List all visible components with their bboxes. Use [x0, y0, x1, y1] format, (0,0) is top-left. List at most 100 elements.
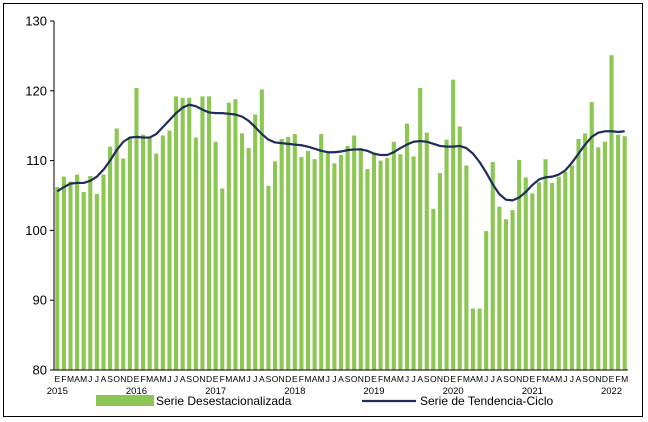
- bar-2015-10: [114, 128, 119, 370]
- x-tick-label-2019-03: M: [384, 374, 391, 384]
- bar-2018-09: [345, 145, 350, 370]
- legend-label-line: Serie de Tendencia-Ciclo: [420, 394, 554, 408]
- bar-2020-02: [457, 126, 462, 371]
- bar-2019-09: [424, 132, 429, 370]
- bar-2016-12: [207, 96, 212, 370]
- x-year-label-2021: 2021: [522, 386, 543, 397]
- x-year-label-2015: 2015: [47, 386, 68, 397]
- bar-2018-10: [352, 135, 357, 370]
- x-tick-label-2016-06: J: [167, 374, 171, 384]
- x-tick-label-2015-11: N: [120, 374, 126, 384]
- bar-2018-05: [319, 134, 324, 370]
- x-tick-label-2017-06: J: [247, 374, 251, 384]
- bar-2021-04: [550, 182, 555, 370]
- x-tick-label-2020-04: A: [470, 374, 476, 384]
- x-tick-label-2020-09: S: [503, 374, 509, 384]
- bar-2015-07: [94, 194, 99, 370]
- bar-2020-12: [523, 177, 528, 370]
- bar-2019-11: [437, 173, 443, 370]
- bar-2017-08: [259, 89, 264, 371]
- x-tick-label-2018-12: D: [364, 374, 370, 384]
- x-tick-label-2016-09: S: [186, 374, 192, 384]
- bar-2021-07: [569, 165, 574, 370]
- x-tick-label-2015-04: A: [74, 374, 80, 384]
- x-tick-label-2017-02: F: [220, 374, 225, 384]
- x-tick-label-2015-02: F: [61, 374, 66, 384]
- bar-2015-09: [108, 146, 113, 370]
- bar-2021-09: [583, 133, 588, 370]
- x-tick-label-2016-08: A: [180, 374, 186, 384]
- x-tick-label-2015-05: M: [80, 374, 87, 384]
- bar-2020-09: [503, 219, 508, 370]
- x-tick-label-2020-06: J: [484, 374, 488, 384]
- bar-2019-01: [371, 153, 377, 370]
- x-tick-label-2017-10: O: [272, 374, 279, 384]
- bar-2020-11: [517, 159, 522, 370]
- x-tick-label-2021-11: N: [595, 374, 601, 384]
- x-tick-label-2016-07: J: [174, 374, 178, 384]
- bar-2021-02: [536, 182, 541, 370]
- x-tick-label-2020-12: D: [523, 374, 529, 384]
- x-tick-label-2020-02: F: [457, 374, 462, 384]
- x-tick-label-2020-10: O: [509, 374, 516, 384]
- x-tick-label-2016-04: A: [153, 374, 159, 384]
- x-tick-label-2021-08: A: [576, 374, 582, 384]
- bar-2019-05: [398, 154, 403, 370]
- y-tick-label-120: 120: [25, 83, 47, 98]
- bar-2021-12: [602, 141, 607, 370]
- x-tick-label-2021-01: E: [529, 374, 535, 384]
- bar-2015-08: [101, 174, 106, 370]
- x-tick-label-2017-03: M: [225, 374, 232, 384]
- bar-2021-11: [596, 147, 601, 370]
- bar-2020-10: [510, 210, 515, 370]
- x-tick-label-2021-02: F: [536, 374, 541, 384]
- bar-2021-01: [530, 193, 535, 370]
- bar-2019-06: [404, 123, 410, 370]
- x-tick-label-2021-07: J: [570, 374, 574, 384]
- x-tick-label-2018-08: A: [338, 374, 344, 384]
- x-tick-label-2021-06: J: [563, 374, 567, 384]
- x-tick-label-2017-01: E: [213, 374, 219, 384]
- x-tick-label-2015-03: M: [67, 374, 74, 384]
- x-tick-label-2015-06: J: [88, 374, 92, 384]
- y-tick-label-130: 130: [25, 14, 47, 29]
- x-year-label-2019: 2019: [363, 386, 384, 397]
- x-tick-label-2020-08: A: [497, 374, 503, 384]
- bar-2018-08: [338, 155, 344, 370]
- bar-2019-03: [385, 157, 390, 370]
- x-year-label-2016: 2016: [126, 386, 147, 397]
- x-tick-label-2015-10: O: [113, 374, 120, 384]
- bar-2016-08: [180, 97, 185, 370]
- bar-2021-03: [543, 159, 548, 370]
- bar-2021-08: [576, 138, 581, 370]
- x-tick-label-2016-01: E: [134, 374, 140, 384]
- x-tick-label-2021-04: A: [549, 374, 555, 384]
- x-tick-label-2016-11: N: [199, 374, 205, 384]
- x-tick-label-2021-03: M: [542, 374, 549, 384]
- bar-2016-07: [174, 96, 179, 370]
- x-tick-label-2021-12: D: [602, 374, 608, 384]
- x-tick-label-2020-11: N: [516, 374, 522, 384]
- x-tick-label-2017-08: A: [259, 374, 265, 384]
- bar-2015-05: [81, 192, 86, 370]
- x-tick-label-2016-02: F: [140, 374, 145, 384]
- bar-2016-04: [154, 153, 159, 370]
- bar-2017-11: [279, 138, 284, 370]
- bar-2017-02: [220, 188, 225, 370]
- bar-2015-06: [88, 175, 93, 370]
- x-tick-label-2016-12: D: [206, 374, 212, 384]
- bar-2020-01: [451, 79, 456, 370]
- bar-2017-12: [286, 136, 291, 370]
- x-year-label-2018: 2018: [284, 386, 305, 397]
- x-tick-label-2015-08: A: [101, 374, 107, 384]
- bar-2022-02: [616, 134, 621, 370]
- legend-label-bars: Serie Desestacionalizada: [156, 394, 292, 408]
- bar-2020-06: [484, 231, 489, 370]
- bar-2017-07: [253, 114, 258, 370]
- x-tick-label-2019-01: E: [371, 374, 377, 384]
- x-tick-label-2016-05: M: [159, 374, 166, 384]
- x-tick-label-2022-02: F: [615, 374, 620, 384]
- bar-2017-03: [226, 102, 231, 371]
- x-tick-label-2020-03: M: [463, 374, 470, 384]
